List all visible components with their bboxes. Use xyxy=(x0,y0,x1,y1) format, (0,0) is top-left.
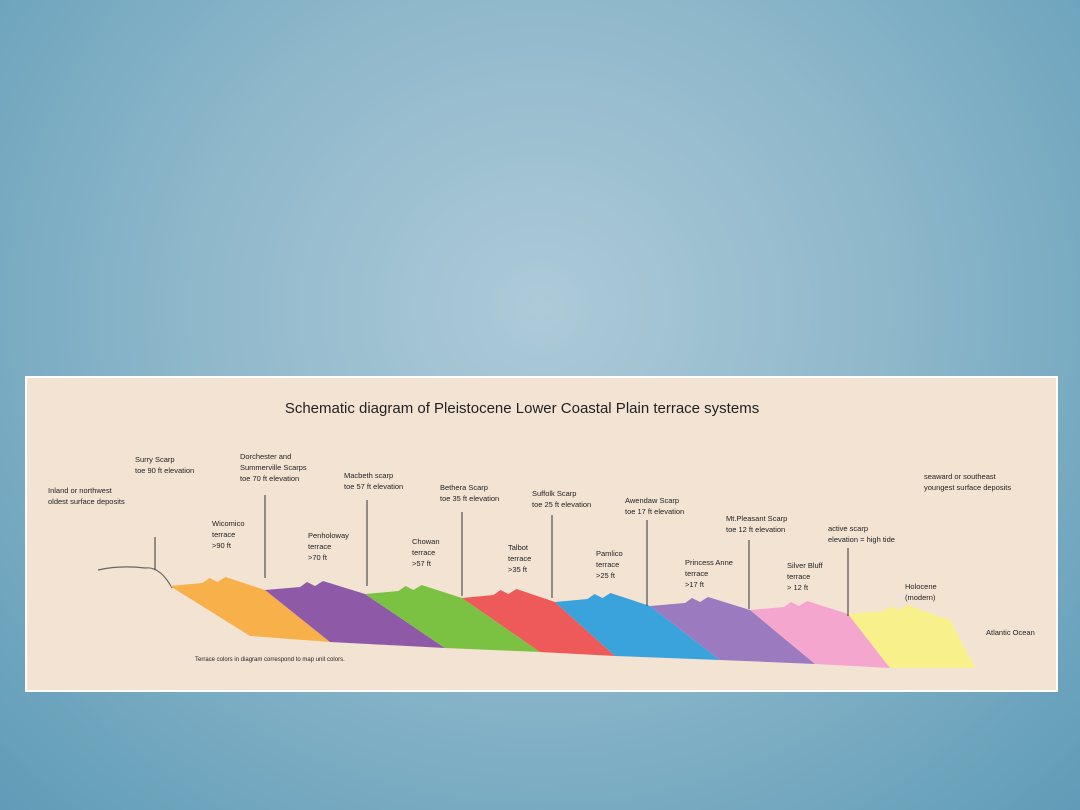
terrace-shape xyxy=(365,585,540,652)
scarp-label: toe 35 ft elevation xyxy=(440,494,499,503)
seaward-label: seaward or southeast xyxy=(924,472,997,481)
scarp-label: Suffolk Scarp xyxy=(532,489,576,498)
terrace-label: terrace xyxy=(412,548,435,557)
scarp-label: toe 25 ft elevation xyxy=(532,500,591,509)
terrace-label: > 12 ft xyxy=(787,583,809,592)
terrace-label: terrace xyxy=(308,542,331,551)
scarp-label: Bethera Scarp xyxy=(440,483,488,492)
terrace-shape xyxy=(650,597,815,664)
scarp-label: Mt.Pleasant Scarp xyxy=(726,514,787,523)
scarp-label: toe 70 ft elevation xyxy=(240,474,299,483)
scarp-label: toe 57 ft elevation xyxy=(344,482,403,491)
terrace-shape xyxy=(750,601,890,668)
terrace-label: >17 ft xyxy=(685,580,705,589)
terrace-label: >70 ft xyxy=(308,553,328,562)
inland-label: oldest surface deposits xyxy=(48,497,125,506)
terrace-shape xyxy=(848,605,975,668)
inland-label: Inland or northwest xyxy=(48,486,113,495)
terrace-label: terrace xyxy=(212,530,235,539)
terrace-label: terrace xyxy=(508,554,531,563)
scarp-label: Surry Scarp xyxy=(135,455,175,464)
terrace-label: Princess Anne xyxy=(685,558,733,567)
terrace-shape xyxy=(462,589,615,656)
terrace-label: (modern) xyxy=(905,593,936,602)
scarp-label: Summerville Scarps xyxy=(240,463,307,472)
terrace-label: Pamlico xyxy=(596,549,623,558)
terrace-label: Talbot xyxy=(508,543,529,552)
terrace-label: Chowan xyxy=(412,537,440,546)
scarp-label: toe 12 ft elevation xyxy=(726,525,785,534)
terrace-shape xyxy=(555,593,720,660)
terrace-label: terrace xyxy=(685,569,708,578)
diagram-title: Schematic diagram of Pleistocene Lower C… xyxy=(285,400,759,417)
scarp-label: Awendaw Scarp xyxy=(625,496,679,505)
terrace-shape xyxy=(265,581,445,648)
terrace-label: Wicomico xyxy=(212,519,245,528)
scarp-label: Macbeth scarp xyxy=(344,471,393,480)
terrace-shape xyxy=(170,577,330,642)
terrace-label: Silver Bluff xyxy=(787,561,824,570)
seaward-label: youngest surface deposits xyxy=(924,483,1011,492)
terrace-label: >35 ft xyxy=(508,565,528,574)
ocean-label: Atlantic Ocean xyxy=(986,628,1035,637)
scarp-label: toe 17 ft elevation xyxy=(625,507,684,516)
terrace-label: terrace xyxy=(596,560,619,569)
scarp-label: Dorchester and xyxy=(240,452,291,461)
terrace-label: >25 ft xyxy=(596,571,616,580)
inland-surface xyxy=(97,566,173,589)
terrace-label: terrace xyxy=(787,572,810,581)
scarp-label: active scarp xyxy=(828,524,868,533)
terrace-label: >57 ft xyxy=(412,559,432,568)
scarp-label: toe 90 ft elevation xyxy=(135,466,194,475)
terrace-label: >90 ft xyxy=(212,541,232,550)
terrace-label: Penholoway xyxy=(308,531,349,540)
scarp-label: elevation = high tide xyxy=(828,535,895,544)
terrace-label: Holocene xyxy=(905,582,937,591)
note: Terrace colors in diagram correspond to … xyxy=(195,657,345,663)
